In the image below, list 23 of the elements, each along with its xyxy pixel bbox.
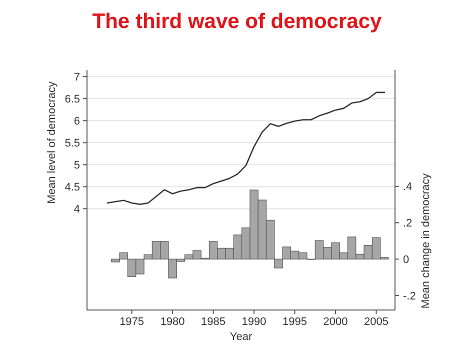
x-tick-label: 2000 [323, 316, 348, 328]
x-tick-label: 1995 [282, 316, 308, 328]
y2-tick-label: -.2 [403, 290, 416, 302]
x-tick-label: 1980 [160, 316, 185, 328]
x-tick-label: 1985 [201, 316, 226, 328]
y2-tick-label: .4 [403, 181, 412, 194]
y-tick-label: 4.5 [64, 182, 80, 194]
x-tick-label: 2005 [364, 316, 388, 328]
line-series [106, 92, 386, 205]
chart-title: The third wave of democracy [92, 10, 382, 33]
x-tick-label: 1990 [242, 316, 266, 328]
y2-tick-label: 0 [403, 254, 410, 266]
y2-axis-title: Mean change in democracy [420, 172, 432, 308]
y-tick-label: 7 [74, 71, 80, 84]
y-tick-label: 6.5 [64, 93, 80, 106]
x-tick-label: 1975 [120, 316, 144, 328]
x-axis-title: Year [230, 331, 252, 343]
y2-tick-label: .2 [403, 218, 412, 230]
y-tick-label: 6 [74, 115, 80, 128]
y-tick-label: 5.5 [64, 138, 80, 150]
y-tick-label: 4 [74, 204, 80, 216]
y-axis-title: Mean level of democracy [46, 81, 58, 204]
y-tick-label: 5 [74, 160, 80, 172]
